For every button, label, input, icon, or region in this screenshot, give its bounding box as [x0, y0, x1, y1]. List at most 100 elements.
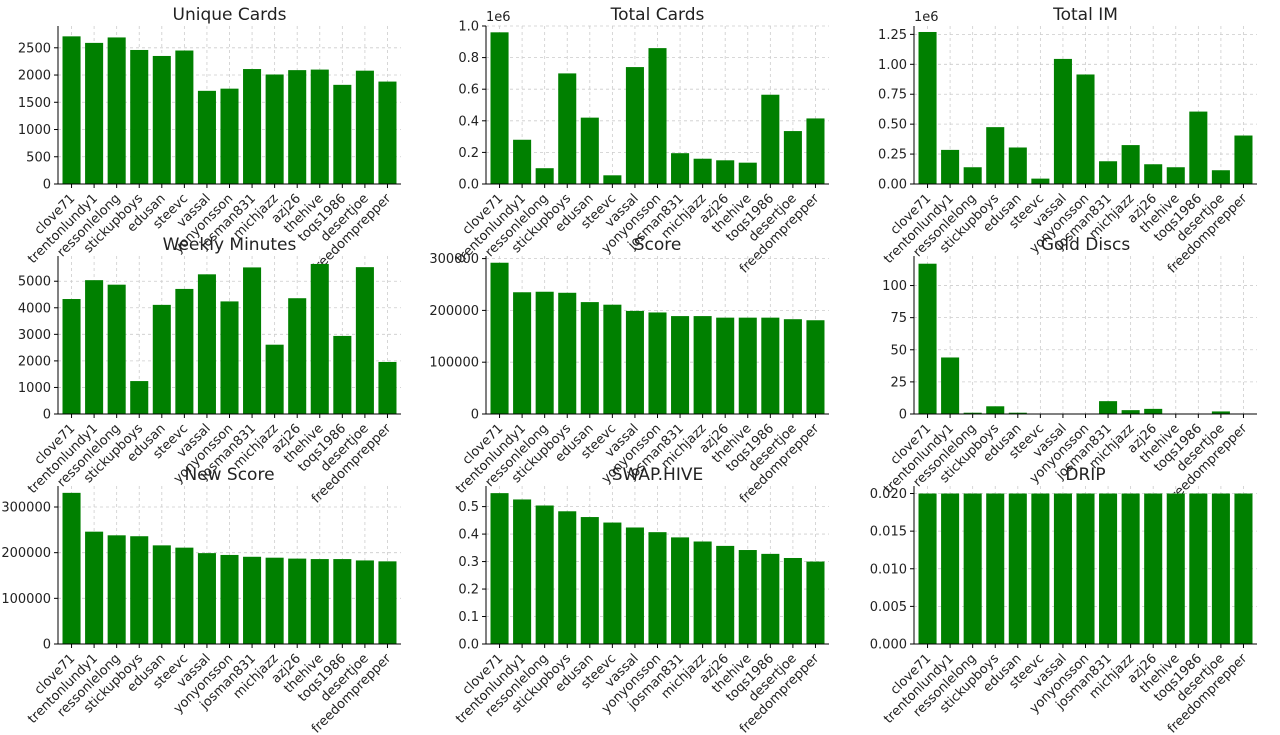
- bar-desertjoe: [1211, 170, 1230, 184]
- bar-edusan: [1008, 493, 1027, 644]
- y-tick-label: 0.0: [458, 178, 479, 193]
- bar-steevc: [1031, 178, 1050, 184]
- bar-vassal: [197, 90, 216, 184]
- bar-vassal: [1053, 493, 1072, 644]
- bar-trentonlundy1: [941, 357, 960, 414]
- y-tick-label: 0.000: [870, 638, 907, 653]
- y-tick-label: 4000: [18, 301, 51, 316]
- bar-stickupboys: [558, 73, 577, 184]
- axis-offset-label: 1e6: [914, 10, 939, 25]
- bar-azj26: [288, 558, 307, 644]
- bar-vassal: [625, 310, 644, 414]
- bar-trentonlundy1: [513, 292, 532, 414]
- chart-title: Total IM: [1052, 5, 1118, 25]
- bar-freedomprepper: [378, 561, 397, 644]
- bar-josman831: [671, 153, 690, 184]
- bar-clove71: [490, 493, 509, 644]
- bar-freedomprepper: [806, 118, 825, 184]
- bar-josman831: [1099, 493, 1118, 644]
- bar-ressonlelong: [963, 167, 982, 184]
- bar-michjazz: [1121, 493, 1140, 644]
- y-tick-label: 1.25: [878, 28, 907, 43]
- bar-edusan: [152, 545, 171, 644]
- bar-yonyonsson: [220, 301, 239, 414]
- y-tick-label: 300000: [429, 252, 479, 267]
- axis-offset-label: 1e6: [486, 10, 511, 25]
- bar-desertjoe: [1211, 493, 1230, 644]
- bar-azj26: [716, 317, 735, 414]
- chart-title: Weekly Minutes: [163, 235, 297, 255]
- y-tick-label: 0.0: [458, 638, 479, 653]
- bar-stickupboys: [130, 536, 149, 644]
- y-tick-label: 0: [43, 408, 51, 423]
- bar-michjazz: [693, 158, 712, 184]
- y-tick-label: 1500: [18, 96, 51, 111]
- y-tick-label: 2000: [18, 354, 51, 369]
- y-tick-label: 0.6: [458, 83, 479, 98]
- bar-freedomprepper: [806, 561, 825, 644]
- y-tick-label: 0.75: [878, 88, 907, 103]
- y-tick-label: 0.005: [870, 600, 907, 615]
- bar-azj26: [1144, 164, 1163, 184]
- y-tick-label: 200000: [429, 304, 479, 319]
- y-tick-label: 0.25: [878, 148, 907, 163]
- bar-josman831: [1099, 161, 1118, 184]
- bar-stickupboys: [558, 292, 577, 414]
- y-tick-label: 100: [882, 279, 907, 294]
- bar-clove71: [918, 263, 937, 414]
- bar-toqs1986: [1189, 493, 1208, 644]
- bar-trentonlundy1: [941, 493, 960, 644]
- bar-clove71: [490, 262, 509, 414]
- y-tick-label: 5000: [18, 275, 51, 290]
- y-tick-label: 0.8: [458, 51, 479, 66]
- bar-ressonlelong: [963, 412, 982, 414]
- y-tick-label: 200000: [1, 546, 51, 561]
- bar-edusan: [580, 517, 599, 644]
- bar-josman831: [243, 267, 262, 414]
- bar-trentonlundy1: [513, 139, 532, 184]
- bar-azj26: [716, 160, 735, 184]
- y-tick-label: 500: [26, 150, 51, 165]
- bar-michjazz: [265, 557, 284, 644]
- bar-josman831: [671, 537, 690, 644]
- y-tick-label: 0.5: [458, 500, 479, 515]
- y-tick-label: 0.2: [458, 146, 479, 161]
- bar-toqs1986: [761, 553, 780, 644]
- bar-toqs1986: [333, 559, 352, 644]
- bar-stickupboys: [986, 493, 1005, 644]
- bar-azj26: [716, 545, 735, 644]
- bar-steevc: [175, 50, 194, 184]
- bar-ressonlelong: [535, 505, 554, 644]
- y-tick-label: 100000: [1, 592, 51, 607]
- bar-clove71: [62, 299, 81, 414]
- bar-edusan: [152, 55, 171, 185]
- bar-vassal: [1053, 58, 1072, 184]
- chart-panel-9: 0.0000.0050.0100.0150.020clove71trentonl…: [870, 465, 1257, 735]
- bar-desertjoe: [783, 557, 802, 644]
- bar-vassal: [197, 274, 216, 414]
- bar-thehive: [738, 162, 757, 184]
- bar-josman831: [671, 316, 690, 414]
- bar-azj26: [288, 298, 307, 414]
- y-tick-label: 75: [890, 311, 907, 326]
- bar-clove71: [918, 31, 937, 184]
- y-tick-label: 0.2: [458, 583, 479, 598]
- bar-clove71: [918, 493, 937, 644]
- bar-yonyonsson: [1076, 74, 1095, 184]
- bar-trentonlundy1: [513, 499, 532, 644]
- bar-desertjoe: [783, 319, 802, 414]
- bar-trentonlundy1: [85, 42, 104, 185]
- bar-yonyonsson: [220, 554, 239, 644]
- bar-azj26: [288, 70, 307, 184]
- bar-thehive: [1166, 493, 1185, 644]
- bar-michjazz: [693, 316, 712, 414]
- y-tick-label: 100000: [429, 356, 479, 371]
- bar-steevc: [1031, 493, 1050, 644]
- bar-freedomprepper: [1234, 493, 1253, 644]
- bar-trentonlundy1: [85, 280, 104, 414]
- chart-title: Gold Discs: [1041, 235, 1131, 255]
- chart-title: New Score: [184, 465, 274, 485]
- bar-yonyonsson: [648, 532, 667, 644]
- bar-clove71: [490, 32, 509, 184]
- bar-clove71: [62, 36, 81, 185]
